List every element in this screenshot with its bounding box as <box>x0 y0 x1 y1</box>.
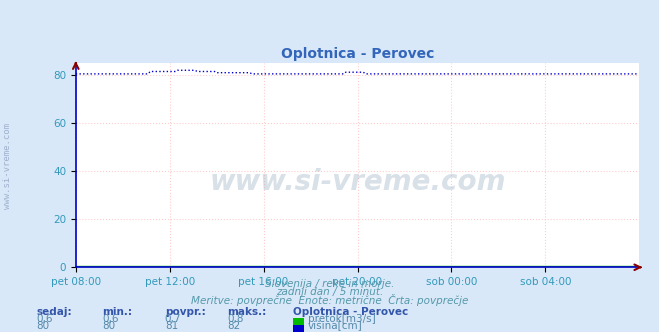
Text: 0,6: 0,6 <box>36 314 53 324</box>
Text: 82: 82 <box>227 321 241 331</box>
Text: maks.:: maks.: <box>227 307 267 317</box>
Title: Oplotnica - Perovec: Oplotnica - Perovec <box>281 46 434 60</box>
Text: 80: 80 <box>36 321 49 331</box>
Text: 0,8: 0,8 <box>227 314 244 324</box>
Text: www.si-vreme.com: www.si-vreme.com <box>3 123 13 209</box>
Text: Meritve: povprečne  Enote: metrične  Črta: povprečje: Meritve: povprečne Enote: metrične Črta:… <box>191 294 468 306</box>
Text: povpr.:: povpr.: <box>165 307 206 317</box>
Text: min.:: min.: <box>102 307 132 317</box>
Text: www.si-vreme.com: www.si-vreme.com <box>210 168 505 196</box>
Text: 0,7: 0,7 <box>165 314 181 324</box>
Text: 0,6: 0,6 <box>102 314 119 324</box>
Text: Slovenija / reke in morje.: Slovenija / reke in morje. <box>265 279 394 289</box>
Text: višina[cm]: višina[cm] <box>308 321 362 331</box>
Text: 81: 81 <box>165 321 178 331</box>
Text: zadnji dan / 5 minut.: zadnji dan / 5 minut. <box>276 288 383 297</box>
Text: sedaj:: sedaj: <box>36 307 72 317</box>
Text: 80: 80 <box>102 321 115 331</box>
Text: pretok[m3/s]: pretok[m3/s] <box>308 314 376 324</box>
Text: Oplotnica - Perovec: Oplotnica - Perovec <box>293 307 409 317</box>
